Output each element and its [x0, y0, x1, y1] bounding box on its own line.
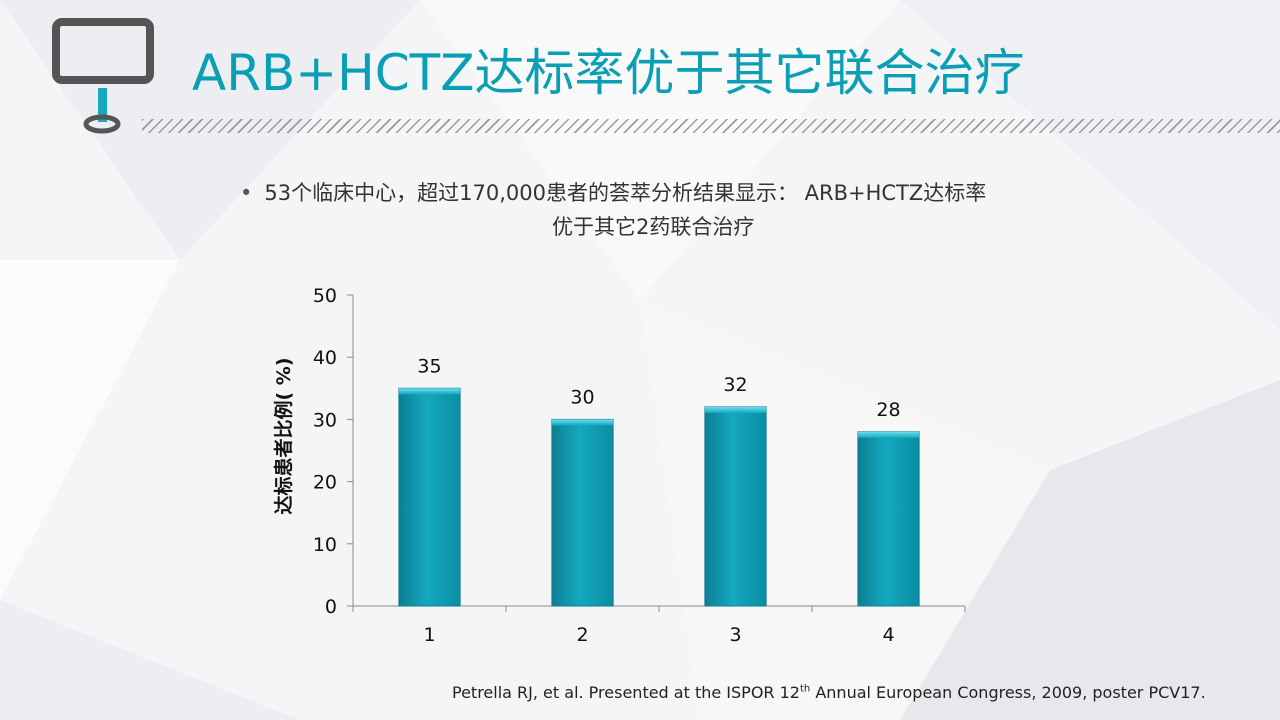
data-label: 28	[876, 399, 900, 421]
footnote-text-1: Petrella RJ, et al. Presented at the ISP…	[452, 683, 800, 702]
bullet-dot: •	[240, 181, 253, 205]
page-title: ARB+HCTZ达标率优于其它联合治疗	[192, 44, 1025, 102]
bullet-text-1: 53个临床中心，超过170,000患者的荟萃分析结果显示： ARB+HCTZ达标…	[264, 181, 987, 205]
data-label: 30	[570, 386, 594, 408]
y-axis: 0 10 20 30 40 50	[313, 285, 354, 618]
y-tick-label: 40	[313, 347, 337, 369]
y-tick-label: 30	[313, 409, 337, 431]
bar-chart: 0 10 20 30 40 50 1 2 3 4 35 30 32 28 达标患者比例( %)	[272, 285, 966, 646]
footnote: Petrella RJ, et al. Presented at the ISP…	[452, 683, 1206, 702]
y-tick-label: 10	[313, 534, 337, 556]
bars	[398, 387, 920, 607]
bullet-line-2: 优于其它2药联合治疗	[552, 215, 755, 239]
bar-highlight	[398, 388, 461, 395]
bar	[398, 387, 461, 607]
bullet-point: • 53个临床中心，超过170,000患者的荟萃分析结果显示： ARB+HCTZ达…	[240, 176, 1100, 244]
bullet-line-1: • 53个临床中心，超过170,000患者的荟萃分析结果显示： ARB+HCTZ达…	[240, 176, 1100, 210]
bar	[551, 418, 614, 607]
bar-highlight	[857, 431, 920, 438]
data-label: 32	[723, 374, 747, 396]
x-axis: 1 2 3 4	[352, 605, 966, 646]
data-label: 35	[417, 355, 441, 377]
x-tick-label: 2	[576, 624, 588, 646]
bar-highlight	[704, 406, 767, 413]
bar-highlight	[551, 419, 614, 426]
footnote-text-2: Annual European Congress, 2009, poster P…	[810, 683, 1206, 702]
bar	[857, 431, 920, 607]
y-tick-label: 20	[313, 472, 337, 494]
y-tick-label: 50	[313, 285, 337, 307]
x-tick-label: 1	[423, 624, 435, 646]
footnote-superscript: th	[799, 683, 811, 695]
data-labels: 35 30 32 28	[417, 355, 900, 421]
x-tick-label: 4	[882, 624, 894, 646]
y-tick-label: 0	[325, 596, 337, 618]
title-divider	[142, 119, 1280, 133]
y-axis-label: 达标患者比例( %)	[272, 357, 295, 514]
x-tick-label: 3	[729, 624, 741, 646]
bar	[704, 406, 767, 607]
monitor-icon	[52, 18, 154, 134]
